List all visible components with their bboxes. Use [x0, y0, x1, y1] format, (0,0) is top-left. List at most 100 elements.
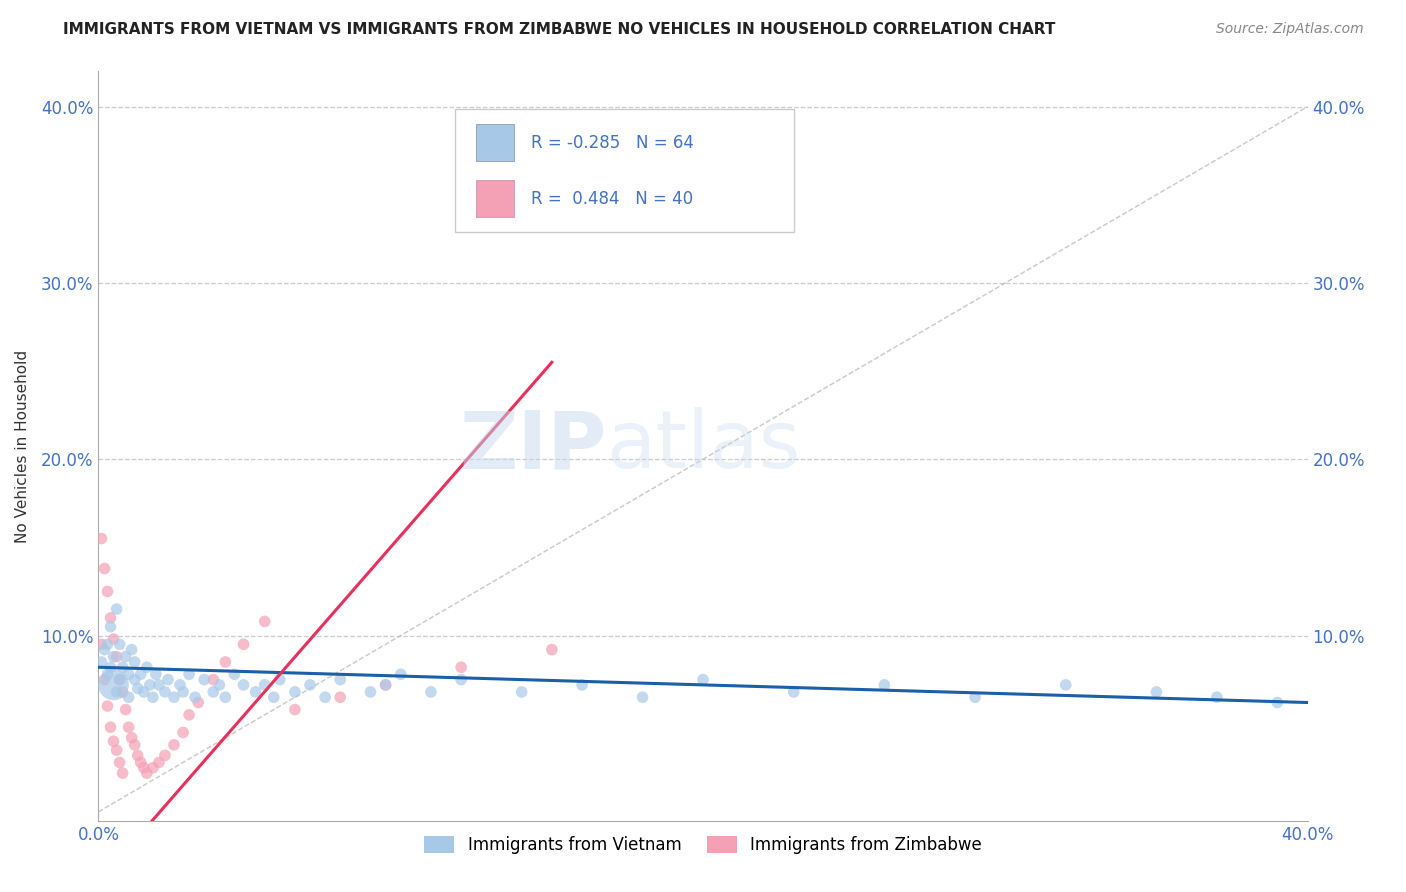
Point [111, 660, 134, 674]
Point [142, 761, 165, 775]
FancyBboxPatch shape [456, 109, 793, 233]
Point [163, 738, 186, 752]
Point [172, 725, 194, 739]
Text: atlas: atlas [606, 407, 800, 485]
Point [96, 584, 118, 599]
Point [93, 561, 115, 575]
Point [224, 667, 246, 681]
Point [148, 756, 170, 770]
Point [245, 685, 267, 699]
Point [193, 673, 215, 687]
Point [96, 667, 118, 681]
Point [284, 685, 307, 699]
Point [129, 756, 152, 770]
Point [145, 667, 167, 681]
Point [1144, 685, 1167, 699]
Point [179, 667, 201, 681]
Point [100, 660, 122, 674]
Point [153, 685, 176, 699]
Point [965, 690, 987, 705]
Point [783, 685, 806, 699]
Point [93, 642, 115, 657]
Point [100, 620, 122, 634]
Point [1206, 690, 1229, 705]
Point [208, 678, 231, 692]
Text: ZIP: ZIP [458, 407, 606, 485]
Point [214, 655, 236, 669]
Point [103, 734, 125, 748]
Point [169, 678, 191, 692]
Point [127, 748, 149, 763]
Point [179, 707, 201, 722]
Bar [475, 124, 515, 161]
Text: Source: ZipAtlas.com: Source: ZipAtlas.com [1216, 22, 1364, 37]
Point [121, 642, 143, 657]
Point [135, 660, 157, 674]
Point [124, 738, 146, 752]
Point [90, 532, 112, 546]
Point [142, 690, 165, 705]
Point [129, 667, 152, 681]
Point [103, 632, 125, 646]
Point [118, 690, 141, 705]
Point [124, 655, 146, 669]
Point [108, 673, 131, 687]
Text: R =  0.484   N = 40: R = 0.484 N = 40 [531, 189, 693, 208]
Point [124, 673, 146, 687]
Point [148, 678, 170, 692]
Point [156, 673, 179, 687]
Point [118, 720, 141, 734]
Point [374, 678, 396, 692]
Point [184, 690, 207, 705]
Point [111, 766, 134, 780]
Point [127, 681, 149, 696]
Point [114, 702, 136, 716]
Point [540, 642, 562, 657]
Point [139, 678, 162, 692]
Point [132, 761, 155, 775]
Point [90, 655, 112, 669]
Point [284, 702, 307, 716]
Point [450, 660, 472, 674]
Point [389, 667, 412, 681]
Point [374, 678, 396, 692]
Point [132, 685, 155, 699]
Point [118, 667, 141, 681]
Point [1054, 678, 1077, 692]
Point [108, 756, 131, 770]
Point [329, 690, 352, 705]
Point [263, 690, 285, 705]
Point [631, 690, 654, 705]
Point [202, 685, 225, 699]
Point [873, 678, 896, 692]
Point [135, 766, 157, 780]
Point [214, 690, 236, 705]
Point [232, 678, 254, 692]
Point [114, 649, 136, 664]
Point [90, 637, 112, 651]
Point [108, 673, 131, 687]
Text: IMMIGRANTS FROM VIETNAM VS IMMIGRANTS FROM ZIMBABWE NO VEHICLES IN HOUSEHOLD COR: IMMIGRANTS FROM VIETNAM VS IMMIGRANTS FR… [63, 22, 1056, 37]
Point [105, 743, 128, 757]
Point [96, 699, 118, 714]
Point [329, 673, 352, 687]
Point [105, 649, 128, 664]
Point [232, 637, 254, 651]
Point [571, 678, 593, 692]
Point [153, 748, 176, 763]
Point [100, 611, 122, 625]
Point [202, 673, 225, 687]
Point [1267, 696, 1289, 710]
Point [105, 602, 128, 616]
Point [187, 696, 209, 710]
Point [103, 649, 125, 664]
Point [172, 685, 194, 699]
Point [420, 685, 443, 699]
Point [103, 678, 125, 692]
Point [163, 690, 186, 705]
Point [314, 690, 336, 705]
Point [111, 685, 134, 699]
Point [108, 637, 131, 651]
Point [269, 673, 291, 687]
Y-axis label: No Vehicles in Household: No Vehicles in Household [15, 350, 30, 542]
